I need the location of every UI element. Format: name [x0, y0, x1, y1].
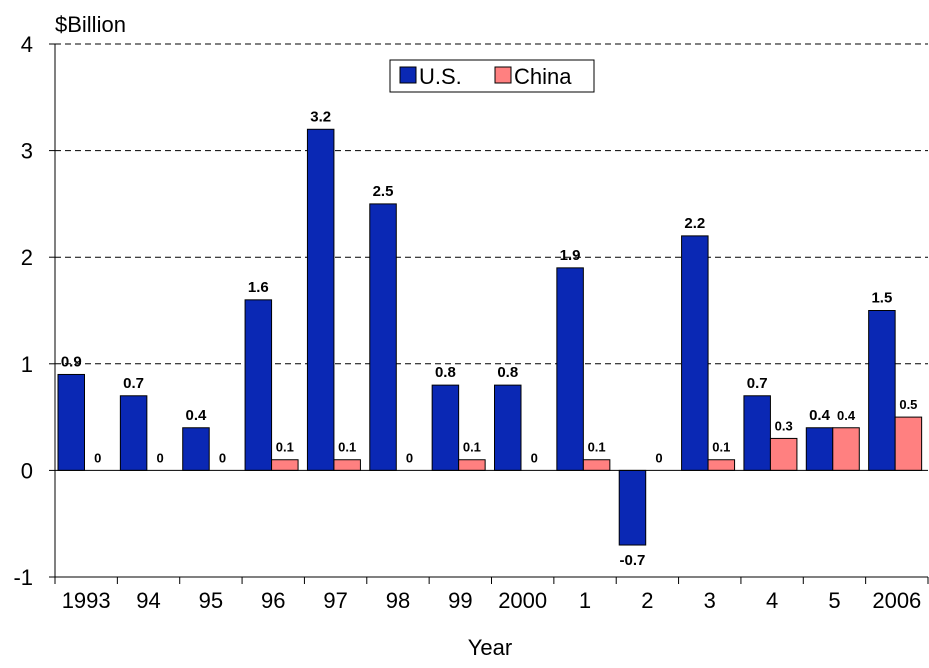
x-tick-label: 2006 — [872, 588, 921, 613]
data-label: 0.8 — [497, 364, 518, 381]
y-tick-label: 2 — [21, 245, 33, 270]
legend-swatch-china — [494, 66, 512, 84]
x-tick-label: 95 — [199, 588, 223, 613]
bar-us — [556, 267, 584, 471]
data-label: 0.3 — [775, 418, 793, 433]
data-label: 0 — [94, 450, 101, 465]
bar-us — [805, 427, 834, 471]
bar-china — [707, 459, 736, 471]
bar-us — [431, 384, 460, 471]
y-axis-title: $Billion — [55, 12, 126, 37]
x-tick-label: 99 — [448, 588, 472, 613]
data-label: 0.4 — [837, 408, 856, 423]
x-tick-label: 1993 — [62, 588, 111, 613]
axes: -1 0 1 2 3 4 1993 94 95 96 97 98 99 2000 1 2 3 4 5 2006 — [13, 32, 929, 613]
data-label: 1.9 — [560, 247, 581, 264]
data-label: 0.1 — [588, 440, 606, 455]
x-tick-label: 5 — [828, 588, 840, 613]
bar-us — [306, 128, 335, 471]
legend-box — [389, 59, 595, 93]
bar-us — [743, 395, 771, 471]
bar-china — [271, 459, 299, 471]
data-label: 0.4 — [809, 407, 831, 424]
bar-china — [832, 427, 860, 471]
bar-china — [769, 437, 798, 471]
bar-us — [494, 384, 522, 471]
x-tick-label: 96 — [261, 588, 285, 613]
legend-label-china: China — [514, 64, 572, 89]
bar-china — [894, 416, 923, 471]
bar-us — [681, 235, 709, 471]
data-label: 0.7 — [123, 375, 144, 392]
bar-us — [119, 395, 148, 471]
data-label: 0.7 — [747, 375, 768, 392]
data-label: 0.1 — [276, 440, 294, 455]
bar-us — [182, 427, 210, 471]
data-label: 0.8 — [435, 364, 456, 381]
bar-china — [333, 459, 361, 471]
data-label: -0.7 — [620, 552, 646, 569]
data-label: 1.6 — [248, 279, 269, 296]
data-label: 0 — [406, 450, 413, 465]
data-label: 0.1 — [338, 440, 356, 455]
data-label: 0.1 — [463, 440, 481, 455]
data-label: 2.2 — [684, 215, 705, 232]
bar-us — [868, 310, 896, 471]
data-label: 1.5 — [871, 290, 892, 307]
y-tick-label: 3 — [21, 139, 33, 164]
x-tick-label: 2000 — [498, 588, 547, 613]
y-tick-label: 1 — [21, 352, 33, 377]
x-tick-label: 1 — [579, 588, 591, 613]
bar-us — [618, 469, 647, 546]
legend-swatch-us — [399, 66, 417, 84]
gridlines — [55, 43, 928, 365]
y-tick-label: 4 — [21, 32, 33, 57]
data-label: 0.9 — [61, 353, 82, 370]
data-labels: 0.9 0 0.7 0 0.4 0 1.6 0.1 3.2 0.1 2.5 0 0.8 0.1 0.8 0 1.… — [61, 108, 918, 569]
x-tick-label: 98 — [386, 588, 410, 613]
bar-us — [57, 373, 85, 471]
data-label: 0 — [156, 450, 163, 465]
y-tick-label: -1 — [13, 565, 33, 590]
bar-us — [369, 203, 397, 471]
data-label: 0 — [531, 450, 538, 465]
x-tick-label: 2 — [641, 588, 653, 613]
data-label: 0 — [219, 450, 226, 465]
bars — [57, 128, 923, 546]
x-axis-title: Year — [468, 635, 512, 660]
x-tick-label: 4 — [766, 588, 778, 613]
data-label: 0 — [655, 450, 662, 465]
data-label: 0.5 — [899, 397, 917, 412]
data-label: 0.4 — [186, 407, 208, 424]
y-tick-label: 0 — [21, 458, 33, 483]
x-tick-label: 94 — [136, 588, 160, 613]
bar-china — [582, 459, 611, 471]
data-label: 0.1 — [712, 440, 730, 455]
bar-china — [458, 459, 486, 471]
legend: U.S. China — [389, 59, 595, 93]
bar-us — [244, 299, 273, 471]
legend-label-us: U.S. — [419, 64, 462, 89]
x-tick-label: 97 — [323, 588, 347, 613]
x-tick-label: 3 — [704, 588, 716, 613]
data-label: 3.2 — [310, 108, 331, 125]
data-label: 2.5 — [373, 183, 394, 200]
